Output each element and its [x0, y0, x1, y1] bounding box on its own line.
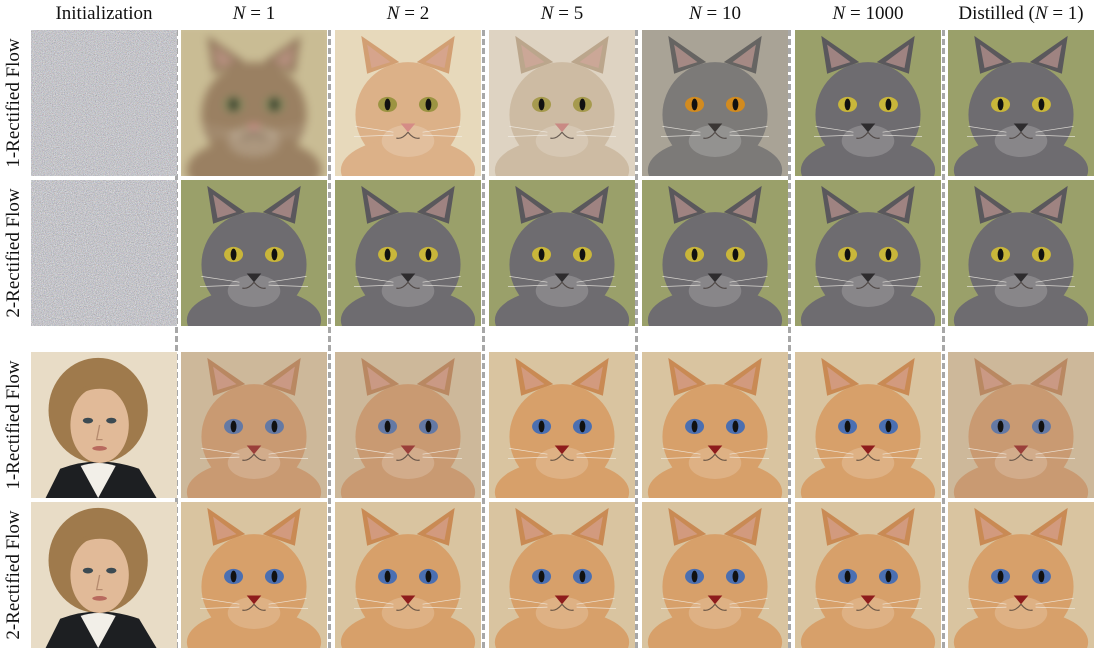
image-cat-blurry — [181, 30, 327, 176]
image-cat-orange-blue-eyes — [489, 502, 635, 648]
image-cat-gray — [795, 30, 941, 176]
column-separator — [788, 30, 791, 648]
column-header-5: N = 1000 — [795, 2, 941, 26]
column-header-0: Initialization — [31, 2, 177, 26]
image-cat-blurry-graphic — [181, 30, 327, 176]
column-header-variable: N — [1034, 3, 1048, 24]
image-portrait-man-graphic — [31, 352, 177, 498]
column-header-value: = 1 — [245, 3, 276, 24]
image-cat-orange-graphic — [335, 30, 481, 176]
image-man-cat-blend-graphic — [948, 352, 1094, 498]
image-man-cat-blend — [181, 352, 327, 498]
image-cat-orange-blue-eyes-graphic — [795, 352, 941, 498]
image-cat-orange-blue-eyes — [795, 502, 941, 648]
row-label-1: 2-Rectified Flow — [0, 180, 28, 326]
image-cat-orange-blue-eyes — [795, 352, 941, 498]
image-man-cat-blend-graphic — [335, 352, 481, 498]
image-noise-graphic — [31, 30, 177, 176]
image-noise — [31, 180, 177, 326]
image-cat-orange-blue-eyes-graphic — [642, 502, 788, 648]
image-cat-orange-blue-eyes-graphic — [181, 502, 327, 648]
column-header-6: Distilled (N = 1) — [948, 2, 1094, 26]
image-cat-orange-blue-eyes — [489, 352, 635, 498]
column-header-value: = 5 — [553, 3, 584, 24]
column-separator — [635, 30, 638, 648]
column-separator — [328, 30, 331, 648]
image-cat-gray-graphic — [948, 180, 1094, 326]
column-header-variable: N — [232, 3, 246, 24]
image-cat-orange-blue-eyes-graphic — [489, 502, 635, 648]
image-cat-orange-blue-eyes — [181, 502, 327, 648]
image-cat-gray-orange-eyes — [642, 30, 788, 176]
column-header-variable: N — [540, 3, 554, 24]
image-cat-gray-graphic — [795, 180, 941, 326]
image-portrait-man — [31, 502, 177, 648]
image-portrait-man-graphic — [31, 502, 177, 648]
column-header-3: N = 5 — [489, 2, 635, 26]
image-cat-gray-graphic — [181, 180, 327, 326]
image-cat-gray-graphic — [795, 30, 941, 176]
image-cat-gray-orange-eyes-graphic — [642, 30, 788, 176]
image-cat-orange-blue-eyes — [642, 352, 788, 498]
row-label-0: 1-Rectified Flow — [0, 30, 28, 176]
image-noise-graphic — [31, 180, 177, 326]
column-header-variable: N — [689, 3, 702, 24]
image-cat-orange — [335, 30, 481, 176]
image-cat-gray-graphic — [948, 30, 1094, 176]
image-cat-orange-blue-eyes-graphic — [795, 502, 941, 648]
column-separator — [942, 30, 945, 648]
row-label-text: 2-Rectified Flow — [3, 510, 24, 640]
image-man-cat-blend — [948, 352, 1094, 498]
image-portrait-man — [31, 352, 177, 498]
image-cat-orange-blue-eyes-graphic — [948, 502, 1094, 648]
image-cat-orange-blue-eyes — [642, 502, 788, 648]
row-label-3: 2-Rectified Flow — [0, 502, 28, 648]
row-label-2: 1-Rectified Flow — [0, 352, 28, 498]
column-header-value: = 1) — [1047, 3, 1084, 24]
column-separator — [482, 30, 485, 648]
image-cat-orange-blue-eyes — [948, 502, 1094, 648]
row-label-text: 1-Rectified Flow — [3, 38, 24, 168]
image-cat-gray — [489, 180, 635, 326]
column-header-2: N = 2 — [335, 2, 481, 26]
image-cat-gray — [181, 180, 327, 326]
image-cat-cream — [489, 30, 635, 176]
image-man-cat-blend — [335, 352, 481, 498]
image-cat-gray-graphic — [335, 180, 481, 326]
image-cat-gray — [795, 180, 941, 326]
image-cat-orange-blue-eyes-graphic — [489, 352, 635, 498]
image-cat-gray — [948, 180, 1094, 326]
column-header-value: = 2 — [399, 3, 430, 24]
column-header-4: N = 10 — [642, 2, 788, 26]
image-cat-orange-blue-eyes-graphic — [642, 352, 788, 498]
row-label-text: 2-Rectified Flow — [3, 188, 24, 318]
image-cat-cream-graphic — [489, 30, 635, 176]
column-header-1: N = 1 — [181, 2, 327, 26]
image-noise — [31, 30, 177, 176]
column-header-value: = 1000 — [845, 3, 904, 24]
image-cat-orange-blue-eyes — [335, 502, 481, 648]
image-cat-gray-graphic — [642, 180, 788, 326]
image-cat-orange-blue-eyes-graphic — [335, 502, 481, 648]
image-cat-gray-graphic — [489, 180, 635, 326]
column-header-text: Initialization — [55, 3, 153, 24]
column-header-variable: N — [386, 3, 400, 24]
image-man-cat-blend-graphic — [181, 352, 327, 498]
column-header-prefix: Distilled ( — [958, 3, 1035, 24]
image-cat-gray — [642, 180, 788, 326]
column-header-variable: N — [832, 3, 846, 24]
column-separator — [175, 30, 178, 648]
column-header-value: = 10 — [701, 3, 741, 24]
image-cat-gray — [335, 180, 481, 326]
row-label-text: 1-Rectified Flow — [3, 360, 24, 490]
image-cat-gray — [948, 30, 1094, 176]
